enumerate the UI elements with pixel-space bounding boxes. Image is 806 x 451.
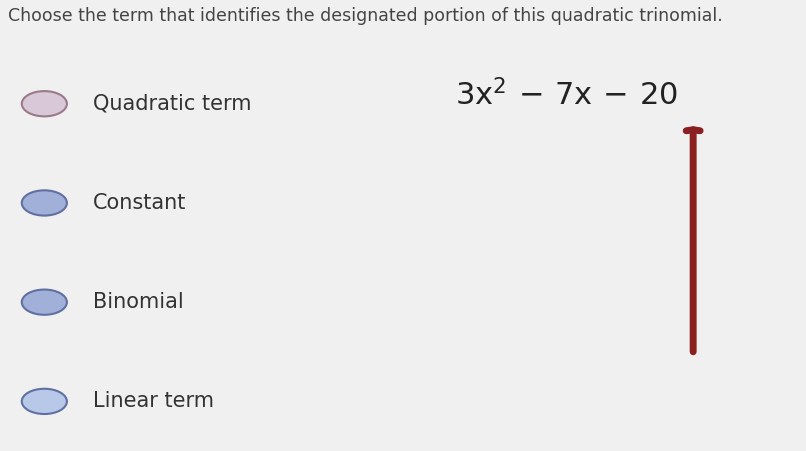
Circle shape: [22, 91, 67, 116]
Circle shape: [22, 190, 67, 216]
Text: Binomial: Binomial: [93, 292, 184, 312]
Circle shape: [22, 290, 67, 315]
Text: Linear term: Linear term: [93, 391, 214, 411]
Text: $\mathregular{3x}^{\mathregular{2}}\mathregular{\,-\,7x\,-\,20}$: $\mathregular{3x}^{\mathregular{2}}\math…: [455, 78, 679, 111]
Circle shape: [22, 389, 67, 414]
Text: Choose the term that identifies the designated portion of this quadratic trinomi: Choose the term that identifies the desi…: [8, 7, 723, 25]
Text: Quadratic term: Quadratic term: [93, 94, 251, 114]
Text: Constant: Constant: [93, 193, 186, 213]
